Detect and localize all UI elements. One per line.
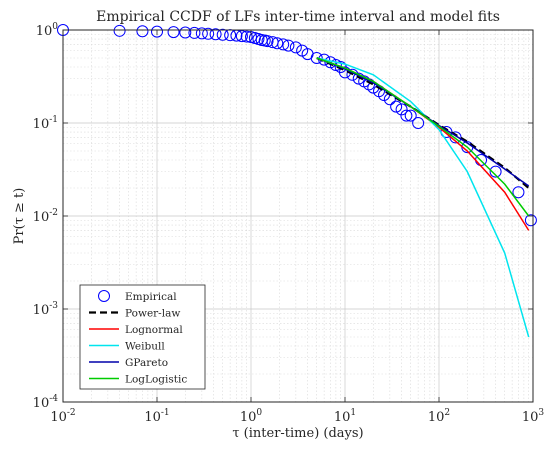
series-layer (57, 24, 537, 338)
empirical-point (195, 27, 208, 40)
legend-entries: Empirical Power-law Lognormal Weibull GParet… (89, 290, 187, 386)
empirical-point (216, 28, 229, 41)
x-tick-label: 103 (522, 408, 545, 425)
empirical-point (235, 30, 248, 43)
empirical-point (271, 37, 284, 50)
empirical-point (512, 186, 525, 199)
x-axis-label: τ (inter-time) (days) (232, 426, 363, 441)
empirical-point (524, 214, 537, 227)
x-tick-label: 10-2 (50, 408, 75, 425)
x-tick-label: 100 (240, 408, 263, 425)
y-tick-label: 10-2 (33, 208, 58, 225)
empirical-point (282, 39, 295, 52)
y-tick-label: 10-3 (33, 301, 59, 318)
y-axis-label: Pr(τ ≥ t) (12, 188, 27, 245)
x-tick-label: 10-1 (144, 408, 169, 425)
empirical-point (261, 35, 274, 48)
legend-label: GPareto (125, 357, 168, 369)
empirical-point (151, 25, 163, 38)
tick-labels: 10-2 10-1 100 101 102 103 10-4 10-3 10-2 10-1 100 (33, 22, 545, 425)
chart-title: Empirical CCDF of LFs inter-time interva… (96, 9, 500, 25)
legend-label: Power-law (125, 308, 180, 320)
series-loglogistic-line (316, 57, 530, 217)
y-tick-label: 10-1 (33, 115, 58, 132)
empirical-point (395, 103, 408, 116)
empirical-point (167, 26, 180, 39)
legend-label: LogLogistic (125, 374, 187, 386)
empirical-point (400, 109, 413, 122)
empirical-point (404, 109, 417, 122)
legend: Empirical Power-law Lognormal Weibull GParet… (79, 284, 206, 390)
empirical-point (209, 28, 222, 41)
empirical-point (240, 30, 253, 43)
legend-label: Lognormal (125, 324, 183, 336)
legend-label: Weibull (125, 341, 165, 353)
empirical-point (277, 38, 290, 51)
empirical-point (310, 51, 323, 64)
empirical-point (113, 24, 126, 37)
empirical-point (412, 117, 425, 129)
x-tick-label: 101 (334, 408, 356, 425)
empirical-point (188, 26, 201, 39)
legend-sample-empirical (98, 290, 110, 302)
empirical-point (390, 100, 403, 113)
empirical-point (489, 165, 502, 178)
legend-box (79, 284, 206, 390)
empirical-point (289, 41, 302, 54)
axis-ticks (62, 29, 534, 403)
empirical-point (179, 26, 192, 39)
y-tick-label: 100 (36, 22, 59, 39)
empirical-point (202, 27, 215, 40)
y-tick-label: 10-4 (33, 394, 59, 411)
x-tick-label: 102 (428, 408, 450, 425)
legend-label: Empirical (125, 291, 177, 303)
empirical-point (136, 25, 149, 38)
